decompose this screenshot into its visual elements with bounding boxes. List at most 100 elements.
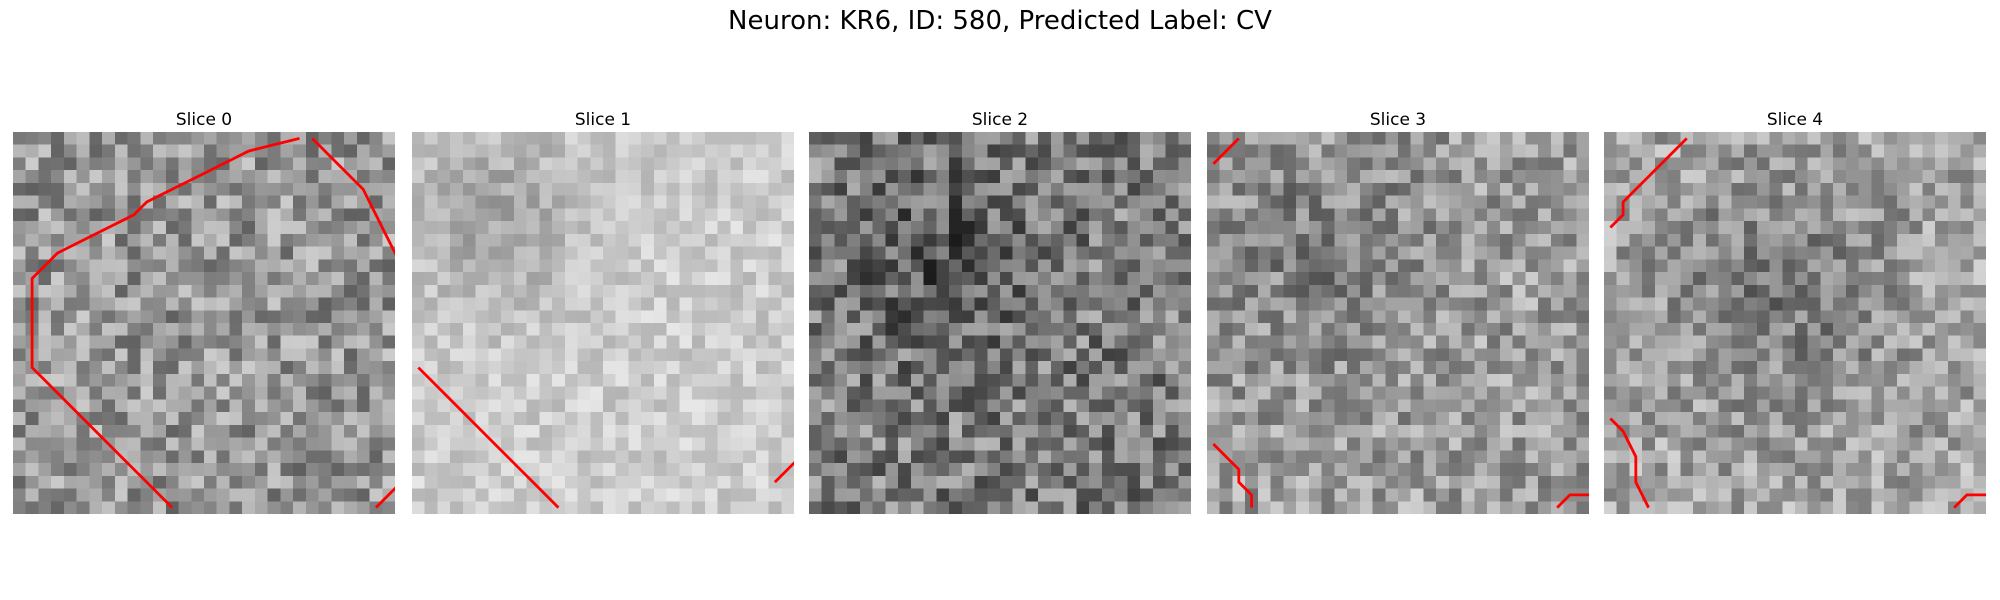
pixel — [178, 323, 192, 336]
pixel — [63, 488, 77, 502]
pixel — [666, 221, 680, 235]
pixel — [1667, 233, 1681, 247]
pixel — [1219, 195, 1233, 209]
pixel — [1359, 259, 1373, 273]
pixel — [38, 361, 52, 375]
pixel — [1410, 208, 1424, 222]
pixel — [1165, 221, 1179, 235]
pixel — [1257, 323, 1271, 336]
pixel — [1296, 182, 1310, 196]
pixel — [501, 195, 515, 209]
pixel — [1807, 195, 1821, 209]
pixel — [577, 475, 591, 489]
pixel — [1474, 297, 1488, 311]
pixel — [1372, 284, 1386, 298]
pixel — [1616, 272, 1630, 286]
pixel — [628, 475, 642, 489]
pixel — [1909, 475, 1923, 489]
pixel — [679, 284, 693, 298]
pixel — [1538, 475, 1552, 489]
pixel — [653, 208, 667, 222]
pixel — [910, 284, 924, 298]
pixel — [462, 208, 476, 222]
pixel — [1744, 450, 1758, 464]
pixel — [1308, 450, 1322, 464]
pixel — [1398, 310, 1411, 324]
pixel — [488, 386, 502, 400]
pixel — [513, 424, 527, 438]
pixel — [1089, 233, 1103, 247]
pixel — [280, 348, 294, 362]
pixel — [450, 412, 464, 426]
pixel — [1871, 335, 1885, 349]
pixel — [1512, 373, 1526, 387]
pixel — [1782, 437, 1796, 451]
pixel — [768, 259, 782, 273]
pixel — [666, 386, 680, 400]
pixel — [1718, 463, 1732, 477]
pixel — [692, 284, 706, 298]
pixel — [1820, 488, 1834, 502]
pixel — [1693, 361, 1707, 375]
pixel — [590, 335, 604, 349]
pixel — [51, 424, 65, 438]
pixel — [1935, 144, 1949, 158]
pixel — [1884, 297, 1898, 311]
pixel — [898, 412, 912, 426]
pixel — [1232, 233, 1246, 247]
pixel — [305, 373, 319, 387]
pixel — [114, 221, 128, 235]
pixel — [191, 284, 205, 298]
pixel — [923, 157, 937, 171]
pixel — [987, 361, 1001, 375]
pixel — [526, 144, 540, 158]
pixel — [1012, 463, 1026, 477]
pixel — [102, 144, 116, 158]
pixel — [280, 259, 294, 273]
pixel — [1140, 348, 1154, 362]
contour-outline-0 — [1609, 137, 1688, 229]
pixel — [424, 144, 438, 158]
pixel — [89, 437, 103, 451]
pixel — [821, 144, 835, 158]
pixel — [488, 297, 502, 311]
pixel — [834, 361, 848, 375]
pixel — [552, 272, 566, 286]
pixel — [475, 144, 489, 158]
pixel — [1693, 450, 1707, 464]
pixel — [1372, 386, 1386, 400]
pixel — [165, 386, 179, 400]
pixel — [38, 132, 52, 145]
pixel — [1744, 221, 1758, 235]
pixel — [577, 386, 591, 400]
pixel — [51, 208, 65, 222]
pixel — [1820, 144, 1834, 158]
pixel — [344, 399, 358, 413]
pixel — [76, 259, 90, 273]
pixel — [577, 272, 591, 286]
pixel — [1127, 157, 1141, 171]
pixel — [369, 399, 383, 413]
pixel — [1858, 412, 1872, 426]
pixel — [1960, 272, 1974, 286]
pixel — [1165, 246, 1179, 260]
pixel — [1538, 463, 1552, 477]
pixel — [1232, 361, 1246, 375]
pixel — [280, 284, 294, 298]
pixel — [1538, 348, 1552, 362]
pixel — [590, 386, 604, 400]
pixel — [1667, 335, 1681, 349]
pixel — [859, 463, 873, 477]
pixel — [382, 424, 395, 438]
pixel — [1076, 386, 1090, 400]
pixel — [859, 412, 873, 426]
pixel — [974, 335, 988, 349]
pixel — [666, 463, 680, 477]
pixel — [1680, 399, 1694, 413]
pixel — [666, 170, 680, 184]
pixel — [501, 323, 515, 336]
pixel — [437, 399, 451, 413]
pixel — [923, 182, 937, 196]
pixel — [153, 463, 167, 477]
pixel — [1731, 221, 1745, 235]
